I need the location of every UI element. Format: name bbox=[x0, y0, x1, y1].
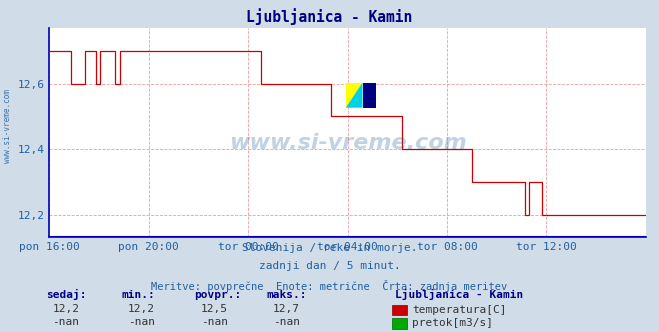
Text: -nan: -nan bbox=[53, 317, 79, 327]
Text: -nan: -nan bbox=[201, 317, 227, 327]
Polygon shape bbox=[346, 83, 362, 108]
Text: 12,5: 12,5 bbox=[201, 304, 227, 314]
Text: Ljubljanica - Kamin: Ljubljanica - Kamin bbox=[395, 290, 524, 300]
Text: zadnji dan / 5 minut.: zadnji dan / 5 minut. bbox=[258, 261, 401, 271]
Text: povpr.:: povpr.: bbox=[194, 290, 242, 300]
Text: sedaj:: sedaj: bbox=[46, 290, 86, 300]
Polygon shape bbox=[362, 83, 376, 108]
Text: pretok[m3/s]: pretok[m3/s] bbox=[412, 318, 493, 328]
Text: www.si-vreme.com: www.si-vreme.com bbox=[3, 89, 13, 163]
Text: Meritve: povprečne  Enote: metrične  Črta: zadnja meritev: Meritve: povprečne Enote: metrične Črta:… bbox=[152, 280, 507, 291]
Text: 12,2: 12,2 bbox=[129, 304, 155, 314]
Text: -nan: -nan bbox=[129, 317, 155, 327]
Text: Slovenija / reke in morje.: Slovenija / reke in morje. bbox=[242, 243, 417, 253]
Text: min.:: min.: bbox=[122, 290, 156, 300]
Text: temperatura[C]: temperatura[C] bbox=[412, 305, 506, 315]
Text: -nan: -nan bbox=[273, 317, 300, 327]
Text: www.si-vreme.com: www.si-vreme.com bbox=[229, 133, 467, 153]
Text: 12,2: 12,2 bbox=[53, 304, 79, 314]
Polygon shape bbox=[346, 83, 362, 108]
Text: Ljubljanica - Kamin: Ljubljanica - Kamin bbox=[246, 8, 413, 25]
Text: maks.:: maks.: bbox=[267, 290, 307, 300]
Text: 12,7: 12,7 bbox=[273, 304, 300, 314]
